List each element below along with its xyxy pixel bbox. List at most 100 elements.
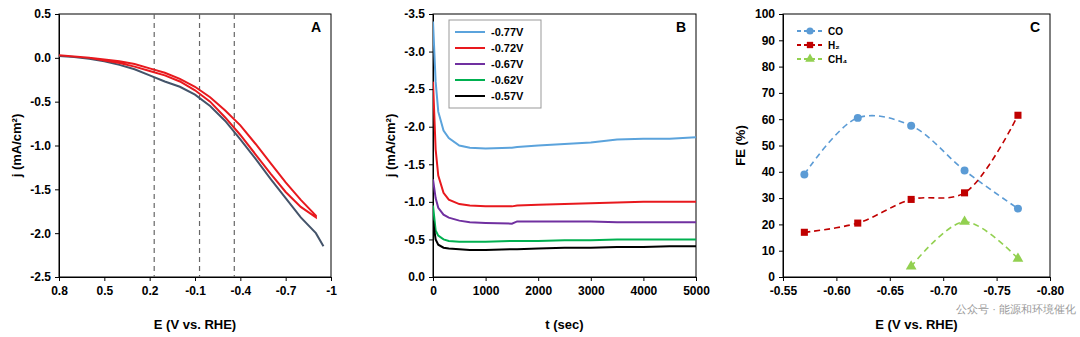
legend-label: -0.62V <box>491 74 524 86</box>
x-tick: -1 <box>326 277 337 298</box>
y-tick-label: 20 <box>762 218 776 232</box>
legend-swatch <box>455 47 485 49</box>
x-tick-mark <box>643 277 644 281</box>
legend-label: CO <box>828 26 843 37</box>
x-tick: 4000 <box>631 277 658 298</box>
series-marker <box>1014 205 1022 213</box>
y-tick: 100 <box>755 7 783 21</box>
legend-label: H₂ <box>828 40 840 51</box>
legend-swatch <box>455 79 485 81</box>
x-tick-mark <box>943 277 944 281</box>
x-tick-label: 0.5 <box>96 284 113 298</box>
legend-label: CH₄ <box>828 54 847 65</box>
panel: 0100020003000400050000.0-0.5-1.0-1.5-2.0… <box>383 7 710 332</box>
plot-frame <box>783 14 1050 277</box>
x-tick-label: 4000 <box>631 284 658 298</box>
x-tick: 0.2 <box>142 277 159 298</box>
series-marker <box>800 170 808 178</box>
x-tick-label: -0.1 <box>185 284 206 298</box>
y-tick-mark <box>779 67 783 68</box>
y-tick-mark <box>55 102 59 103</box>
reference-line <box>154 14 155 277</box>
legend-swatch <box>455 63 485 65</box>
series-marker <box>908 196 915 203</box>
y-tick-label: -3.5 <box>404 7 425 21</box>
x-tick: 5000 <box>683 277 710 298</box>
x-tick-label: -0.4 <box>230 284 251 298</box>
y-tick-label: -0.5 <box>30 95 51 109</box>
y-tick-label: 100 <box>755 7 775 21</box>
x-axis: 010002000300040005000 <box>430 277 710 298</box>
y-tick-label: -0.5 <box>404 233 425 247</box>
x-axis-title: t (sec) <box>545 317 583 332</box>
x-axis: 0.8 0.5 0.2 -0.1 -0.4 -0.7 -1 <box>51 277 337 298</box>
x-tick-mark <box>486 277 487 281</box>
panel: -0.55-0.60-0.65-0.70-0.75-0.800102030405… <box>733 7 1076 332</box>
x-tick: -0.1 <box>185 277 206 298</box>
series-marker <box>801 229 808 236</box>
y-tick-label: -2.0 <box>404 120 425 134</box>
y-tick: 10 <box>762 244 783 258</box>
x-tick-label: 0.2 <box>142 284 159 298</box>
y-tick-label: 70 <box>762 86 776 100</box>
y-tick-mark <box>779 251 783 252</box>
y-tick-mark <box>779 146 783 147</box>
y-tick: 30 <box>762 191 783 205</box>
y-axis-title: j (mA/cm²) <box>383 114 398 179</box>
y-tick-mark <box>55 146 59 147</box>
legend-marker <box>806 27 813 34</box>
y-tick-mark <box>429 164 433 165</box>
y-tick-label: -2.0 <box>30 227 51 241</box>
legend-swatch <box>455 31 485 33</box>
y-tick-mark <box>429 239 433 240</box>
x-tick: -0.70 <box>930 277 958 298</box>
x-tick-label: 0.8 <box>51 284 68 298</box>
x-tick-label: 1000 <box>473 284 500 298</box>
legend-box <box>449 20 541 108</box>
y-tick-label: 0.0 <box>408 270 425 284</box>
y-tick: -2.5 <box>404 82 433 96</box>
panel-title: A <box>311 19 321 35</box>
y-tick-mark <box>55 277 59 278</box>
x-tick: -0.60 <box>823 277 851 298</box>
x-tick: 0 <box>430 277 437 298</box>
x-tick-mark <box>195 277 196 281</box>
plot-area <box>59 14 323 277</box>
x-tick-label: -0.7 <box>276 284 297 298</box>
y-tick: -3.0 <box>404 45 433 59</box>
y-tick-mark <box>779 198 783 199</box>
y-tick-label: -1.0 <box>30 139 51 153</box>
y-tick-label: 0 <box>768 270 775 284</box>
y-tick: 90 <box>762 34 783 48</box>
y-tick: 0 <box>768 270 783 284</box>
y-tick-mark <box>779 277 783 278</box>
x-tick: -0.4 <box>230 277 251 298</box>
y-tick-mark <box>429 14 433 15</box>
x-tick-label: -0.65 <box>877 284 905 298</box>
x-tick-mark <box>1050 277 1051 281</box>
y-tick: -1.5 <box>404 158 433 172</box>
x-axis-title: E (V vs. RHE) <box>875 317 957 332</box>
y-axis: 0.50.0-0.5-1.0-1.5-2.0-2.5 <box>30 7 59 284</box>
y-tick: 60 <box>762 113 783 127</box>
y-tick: -3.5 <box>404 7 433 21</box>
y-tick-mark <box>429 277 433 278</box>
x-tick: -0.65 <box>877 277 905 298</box>
legend-label: -0.77V <box>491 26 524 38</box>
legend-marker <box>805 53 815 61</box>
series-marker <box>959 216 970 225</box>
x-axis-line <box>784 278 1051 282</box>
series-marker <box>1014 112 1021 119</box>
x-tick-label: -0.60 <box>823 284 851 298</box>
y-tick: -2.0 <box>30 227 59 241</box>
x-tick-mark <box>836 277 837 281</box>
y-tick: 50 <box>762 139 783 153</box>
series-line <box>433 221 696 250</box>
legend-swatch <box>455 95 485 97</box>
x-axis-line <box>434 278 697 282</box>
y-tick-label: 30 <box>762 191 776 205</box>
y-tick-mark <box>55 233 59 234</box>
y-tick-label: -1.5 <box>30 183 51 197</box>
y-tick-mark <box>779 224 783 225</box>
y-tick-label: 80 <box>762 60 776 74</box>
